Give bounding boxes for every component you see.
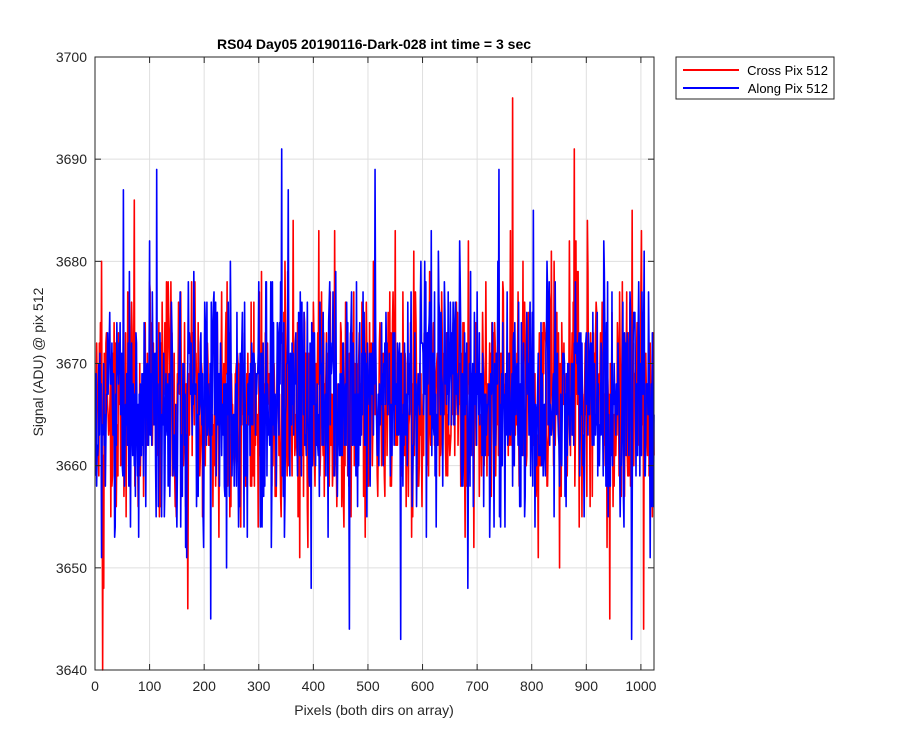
x-tick-label: 0 [91,678,99,694]
x-tick-label: 400 [302,678,326,694]
y-tick-label: 3700 [56,49,87,65]
y-tick-label: 3690 [56,151,87,167]
chart-title: RS04 Day05 20190116-Dark-028 int time = … [217,36,531,52]
x-tick-label: 300 [247,678,271,694]
y-tick-label: 3670 [56,356,87,372]
legend: Cross Pix 512 Along Pix 512 [675,56,835,100]
x-tick-label: 100 [138,678,162,694]
legend-box [675,56,835,100]
x-tick-label: 600 [411,678,435,694]
y-tick-label: 3640 [56,662,87,678]
x-tick-label: 200 [193,678,217,694]
y-tick-label: 3680 [56,253,87,269]
y-tick-label: 3660 [56,458,87,474]
x-tick-label: 800 [520,678,544,694]
x-tick-label: 900 [575,678,599,694]
y-axis-label: Signal (ADU) @ pix 512 [30,287,46,436]
legend-label-along: Along Pix 512 [748,81,828,96]
y-tick-label: 3650 [56,560,87,576]
x-tick-label: 500 [356,678,380,694]
x-tick-label: 700 [465,678,489,694]
series-line-1 [94,148,655,641]
plot-area: 0 100 200 300 400 500 600 700 800 900 1000 3640 3650… [56,49,657,694]
x-axis-label: Pixels (both dirs on array) [294,702,454,718]
x-tick-label: 1000 [625,678,656,694]
legend-label-cross: Cross Pix 512 [747,63,828,78]
